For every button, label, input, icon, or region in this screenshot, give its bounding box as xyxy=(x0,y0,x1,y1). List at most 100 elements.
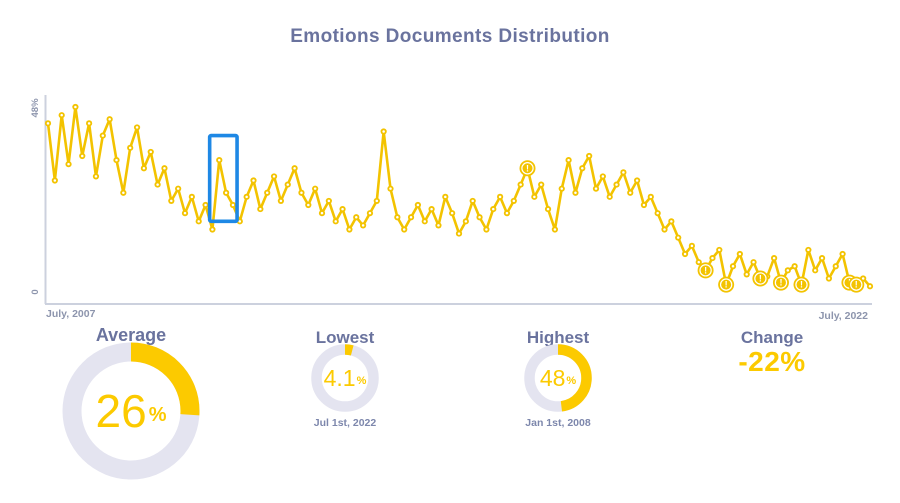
data-point-core xyxy=(567,158,570,162)
data-point-core xyxy=(615,183,618,186)
data-point-core xyxy=(245,195,248,199)
data-point-core xyxy=(533,195,536,199)
average-label: Average xyxy=(95,325,167,345)
svg-text:!: ! xyxy=(725,280,728,290)
highlight-selection-box[interactable] xyxy=(207,133,239,224)
data-point-core xyxy=(67,162,70,166)
data-point-core xyxy=(656,211,659,215)
data-point-core xyxy=(197,220,200,223)
data-point-core xyxy=(368,211,372,215)
data-point-core xyxy=(574,191,577,194)
data-point-core xyxy=(128,146,132,150)
data-point-core xyxy=(320,211,324,215)
alert-exclamation-marker[interactable]: ! xyxy=(697,262,714,279)
data-point-core xyxy=(94,175,98,178)
data-point-core xyxy=(60,113,63,117)
lowest-donut-chart xyxy=(311,344,379,412)
svg-text:!: ! xyxy=(526,163,529,173)
data-point-core xyxy=(224,191,228,194)
data-point-core xyxy=(389,187,392,190)
data-point-core xyxy=(334,220,337,223)
data-point-core xyxy=(635,179,639,182)
data-point-core xyxy=(81,154,84,158)
emotion-line-series xyxy=(46,105,872,288)
x-axis-start-label: July, 2007 xyxy=(46,308,96,320)
data-point-core xyxy=(135,126,139,129)
alert-exclamation-marker[interactable]: ! xyxy=(848,276,865,293)
change-value: -22% xyxy=(738,346,806,377)
data-point-core xyxy=(293,167,296,170)
emotions-line-chart[interactable]: 48% 0 July, 2007 July, 2022 !!!!!!!! xyxy=(0,0,900,330)
data-point-core xyxy=(553,228,557,231)
data-point-core xyxy=(772,256,776,260)
data-point-core xyxy=(457,232,461,235)
data-point-core xyxy=(423,220,426,223)
data-point-core xyxy=(402,228,406,231)
data-point-core xyxy=(587,154,591,158)
alert-exclamation-marker[interactable]: ! xyxy=(793,276,810,293)
page-title: Emotions Documents Distribution xyxy=(290,26,610,47)
data-point-core xyxy=(642,203,646,207)
data-point-core xyxy=(622,171,625,174)
data-point-core xyxy=(601,175,605,178)
data-point-core xyxy=(464,220,468,223)
data-point-core xyxy=(341,207,344,211)
data-point-core xyxy=(183,211,187,215)
data-point-core xyxy=(868,285,872,288)
data-point-core xyxy=(663,228,666,231)
highest-percent-sign: % xyxy=(566,374,577,387)
alert-exclamation-marker[interactable]: ! xyxy=(718,276,735,293)
data-point-core xyxy=(711,256,714,260)
data-point-core xyxy=(108,118,111,121)
average-percent-sign: % xyxy=(148,404,167,426)
data-point-core xyxy=(546,207,550,211)
data-point-core xyxy=(594,187,598,190)
data-point-core xyxy=(87,122,91,125)
data-point-core xyxy=(327,199,331,203)
data-point-core xyxy=(813,269,817,272)
data-point-core xyxy=(211,228,214,231)
data-point-core xyxy=(731,265,735,268)
alert-exclamation-marker[interactable]: ! xyxy=(519,160,536,177)
alert-exclamation-marker[interactable]: ! xyxy=(772,274,789,291)
data-point-core xyxy=(115,158,118,162)
data-point-core xyxy=(512,199,516,203)
data-point-core xyxy=(286,183,289,186)
lowest-percent-sign: % xyxy=(356,374,367,387)
svg-text:!: ! xyxy=(759,274,762,284)
lowest-number: 4.1 xyxy=(323,364,356,391)
data-point-core xyxy=(252,179,255,182)
data-point-core xyxy=(204,203,207,207)
data-point-core xyxy=(272,175,276,178)
data-point-core xyxy=(53,179,57,182)
average-donut: 26% xyxy=(62,342,200,480)
data-point-core xyxy=(307,203,310,207)
data-point-core xyxy=(492,207,495,211)
svg-text:!: ! xyxy=(800,280,803,290)
data-point-core xyxy=(101,134,105,137)
data-point-core xyxy=(827,277,831,280)
data-point-core xyxy=(375,199,379,203)
x-axis-end-label: July, 2022 xyxy=(819,310,869,322)
data-point-core xyxy=(676,236,680,239)
data-point-core xyxy=(718,248,721,252)
data-point-core xyxy=(348,228,351,231)
svg-text:!: ! xyxy=(779,278,782,288)
highlight-box[interactable] xyxy=(207,133,239,224)
data-point-core xyxy=(505,211,509,215)
data-point-core xyxy=(122,191,125,194)
data-point-core xyxy=(231,203,235,207)
alert-exclamation-marker[interactable]: ! xyxy=(752,270,769,287)
data-point-core xyxy=(444,195,447,199)
data-point-core xyxy=(581,167,584,170)
data-point-core xyxy=(409,216,413,219)
data-point-core xyxy=(74,105,77,109)
alert-markers[interactable]: !!!!!!!! xyxy=(519,160,865,293)
data-point-core xyxy=(478,216,481,219)
data-point-core xyxy=(793,265,796,268)
data-point-core xyxy=(649,195,653,199)
data-point-core xyxy=(142,167,146,170)
data-point-core xyxy=(190,195,194,199)
data-point-core xyxy=(519,183,522,186)
